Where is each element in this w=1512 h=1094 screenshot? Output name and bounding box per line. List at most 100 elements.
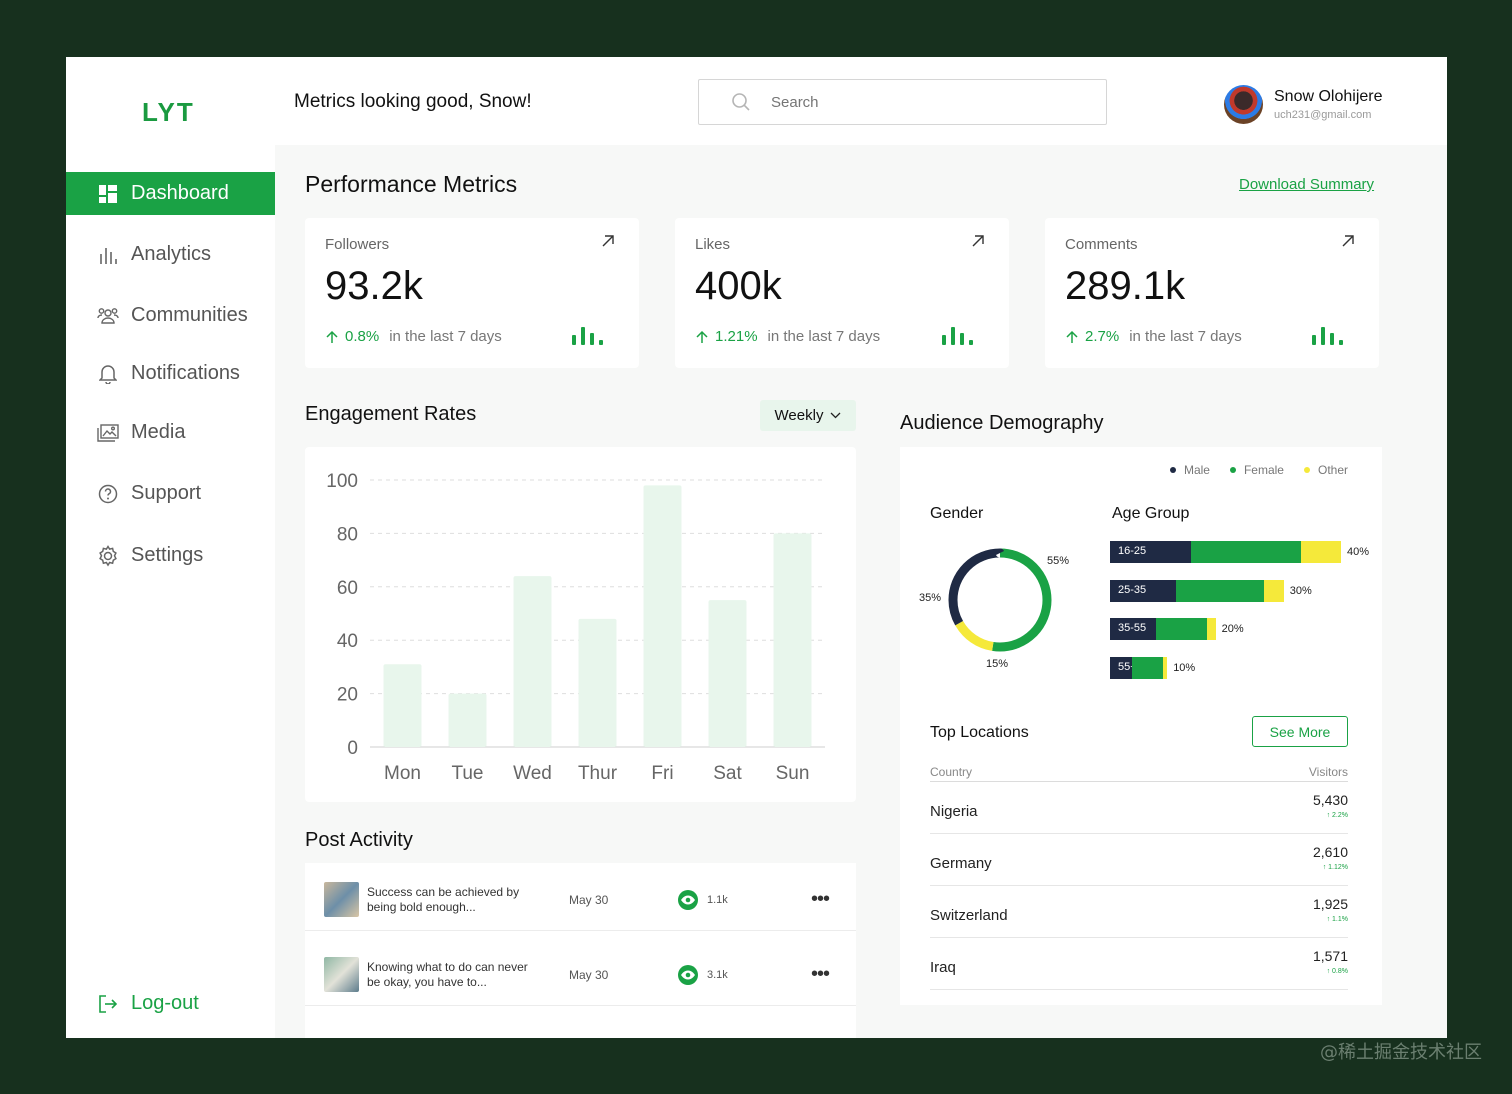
sidebar-item-communities[interactable]: Communities — [66, 294, 275, 337]
metric-change: 0.8% — [345, 328, 380, 345]
sidebar-item-support[interactable]: Support — [66, 472, 275, 515]
sidebar-item-analytics[interactable]: Analytics — [66, 233, 275, 276]
bar-fri — [643, 485, 682, 747]
sidebar-item-dashboard[interactable]: Dashboard — [66, 172, 275, 215]
post-text: Knowing what to do can never be okay, yo… — [367, 959, 528, 989]
greeting: Metrics looking good, Snow! — [294, 91, 532, 112]
logout-button[interactable]: Log-out — [66, 982, 275, 1025]
sidebar-item-media[interactable]: Media — [66, 411, 275, 454]
age-bar-other — [1162, 656, 1168, 679]
arrow-up-right-icon[interactable] — [1341, 234, 1355, 248]
post-row[interactable]: Knowing what to do can never be okay, yo… — [305, 944, 856, 1006]
age-bar-other — [1206, 618, 1216, 640]
country-column-header: Country — [930, 765, 973, 779]
age-bar-male: 25-35 — [1110, 579, 1176, 602]
bar-wed — [513, 576, 552, 747]
download-summary-link[interactable]: Download Summary — [1239, 176, 1375, 193]
gear-icon — [97, 544, 119, 567]
search-input[interactable] — [771, 93, 1071, 111]
metric-card-comments[interactable]: Comments 289.1k 2.7% in the last 7 days — [1045, 218, 1379, 368]
post-views-count: 3.1k — [707, 968, 728, 981]
app-window: LYT Metrics looking good, Snow! Snow Olo… — [66, 57, 1447, 1038]
metric-period: in the last 7 days — [389, 328, 502, 345]
top-locations-title: Top Locations — [930, 724, 1029, 741]
metric-change: 2.7% — [1085, 328, 1120, 345]
arrow-up-right-icon[interactable] — [601, 234, 615, 248]
location-row[interactable]: Germany 2,610 ↑ 1.12% — [930, 834, 1348, 886]
male-pct-label: 35% — [919, 592, 941, 604]
metric-footer: 2.7% in the last 7 days — [1065, 328, 1242, 345]
metric-card-likes[interactable]: Likes 400k 1.21% in the last 7 days — [675, 218, 1009, 368]
sidebar: Dashboard Analytics Communities Notifica… — [66, 172, 275, 1038]
age-bar-row: 16-25 40% — [1110, 541, 1369, 563]
location-row[interactable]: Switzerland 1,925 ↑ 1.1% — [930, 886, 1348, 938]
location-country: Nigeria — [930, 803, 978, 820]
metric-period: in the last 7 days — [767, 328, 881, 345]
age-group-pct: 20% — [1221, 623, 1244, 635]
location-row[interactable]: Nigeria 5,430 ↑ 2.2% — [930, 782, 1348, 834]
x-tick-label: Sat — [713, 763, 742, 784]
y-tick-label: 60 — [337, 578, 358, 599]
post-row[interactable]: Success can be achieved by being bold en… — [305, 869, 856, 931]
post-activity-title: Post Activity — [305, 829, 413, 851]
engagement-title: Engagement Rates — [305, 403, 477, 425]
mini-bar-icon — [572, 325, 603, 345]
x-tick-label: Tue — [451, 763, 483, 784]
sidebar-item-notifications[interactable]: Notifications — [66, 352, 275, 395]
see-more-button[interactable]: See More — [1252, 716, 1348, 747]
location-visitors: 5,430 — [1312, 792, 1348, 808]
arrow-up-icon — [696, 330, 708, 343]
age-group-pct: 10% — [1173, 661, 1196, 674]
age-group-pct: 30% — [1289, 584, 1312, 597]
location-change: ↑ 0.8% — [1326, 968, 1348, 975]
metric-change: 1.21% — [715, 328, 758, 345]
eye-icon — [678, 964, 698, 985]
location-row[interactable]: Iraq 1,571 ↑ 0.8% — [930, 938, 1348, 990]
post-thumbnail — [324, 957, 359, 992]
donut-male — [948, 548, 1052, 652]
more-options-icon[interactable]: ••• — [811, 963, 830, 985]
more-options-icon[interactable]: ••• — [811, 888, 830, 910]
metric-footer: 1.21% in the last 7 days — [695, 328, 880, 345]
demography-legend: Male Female Other — [1169, 463, 1348, 477]
y-tick-label: 0 — [347, 738, 358, 759]
logo[interactable]: LYT — [142, 97, 195, 127]
location-country: Switzerland — [930, 907, 1008, 924]
user-name: Snow Olohijere — [1274, 88, 1383, 105]
top-locations-card: Top Locations See More Country Visitors … — [900, 702, 1382, 1005]
metric-value: 400k — [695, 264, 782, 308]
age-bar-male: 35-55 — [1110, 618, 1157, 640]
bar-tue — [448, 693, 487, 747]
location-visitors: 2,610 — [1312, 844, 1348, 860]
dashboard-icon — [97, 183, 119, 205]
arrow-up-right-icon[interactable] — [971, 234, 985, 248]
sidebar-item-label: Dashboard — [131, 182, 229, 204]
age-bar-other — [1264, 579, 1284, 602]
communities-icon — [97, 305, 119, 327]
sidebar-item-settings[interactable]: Settings — [66, 534, 275, 577]
post-date: May 30 — [569, 967, 609, 982]
age-bar-male: 16-25 — [1110, 541, 1192, 563]
metric-card-followers[interactable]: Followers 93.2k 0.8% in the last 7 days — [305, 218, 639, 368]
age-bar-row: 55+ 10% — [1110, 656, 1196, 679]
sidebar-item-label: Communities — [131, 304, 248, 326]
age-group-pct: 40% — [1346, 546, 1370, 558]
weekly-dropdown[interactable]: Weekly — [760, 400, 856, 431]
avatar[interactable] — [1224, 85, 1263, 124]
age-group-label: 35-55 — [1118, 622, 1147, 634]
bell-icon — [97, 363, 119, 385]
metric-label: Followers — [325, 236, 390, 253]
age-bar-other — [1301, 541, 1341, 563]
location-change: ↑ 1.12% — [1322, 864, 1348, 871]
location-visitors: 1,925 — [1312, 896, 1348, 912]
user-profile[interactable]: Snow Olohijere uch231@gmail.com — [1224, 85, 1383, 124]
search-box[interactable] — [698, 79, 1107, 125]
sidebar-item-label: Analytics — [131, 243, 212, 265]
support-icon — [97, 483, 119, 505]
x-tick-label: Mon — [384, 763, 421, 784]
female-pct-label: 55% — [1047, 555, 1069, 567]
arrow-up-icon — [326, 330, 338, 343]
metric-label: Comments — [1065, 236, 1138, 253]
gender-donut-chart: 55% 35% 15% — [919, 548, 1069, 670]
post-date: May 30 — [569, 892, 609, 907]
